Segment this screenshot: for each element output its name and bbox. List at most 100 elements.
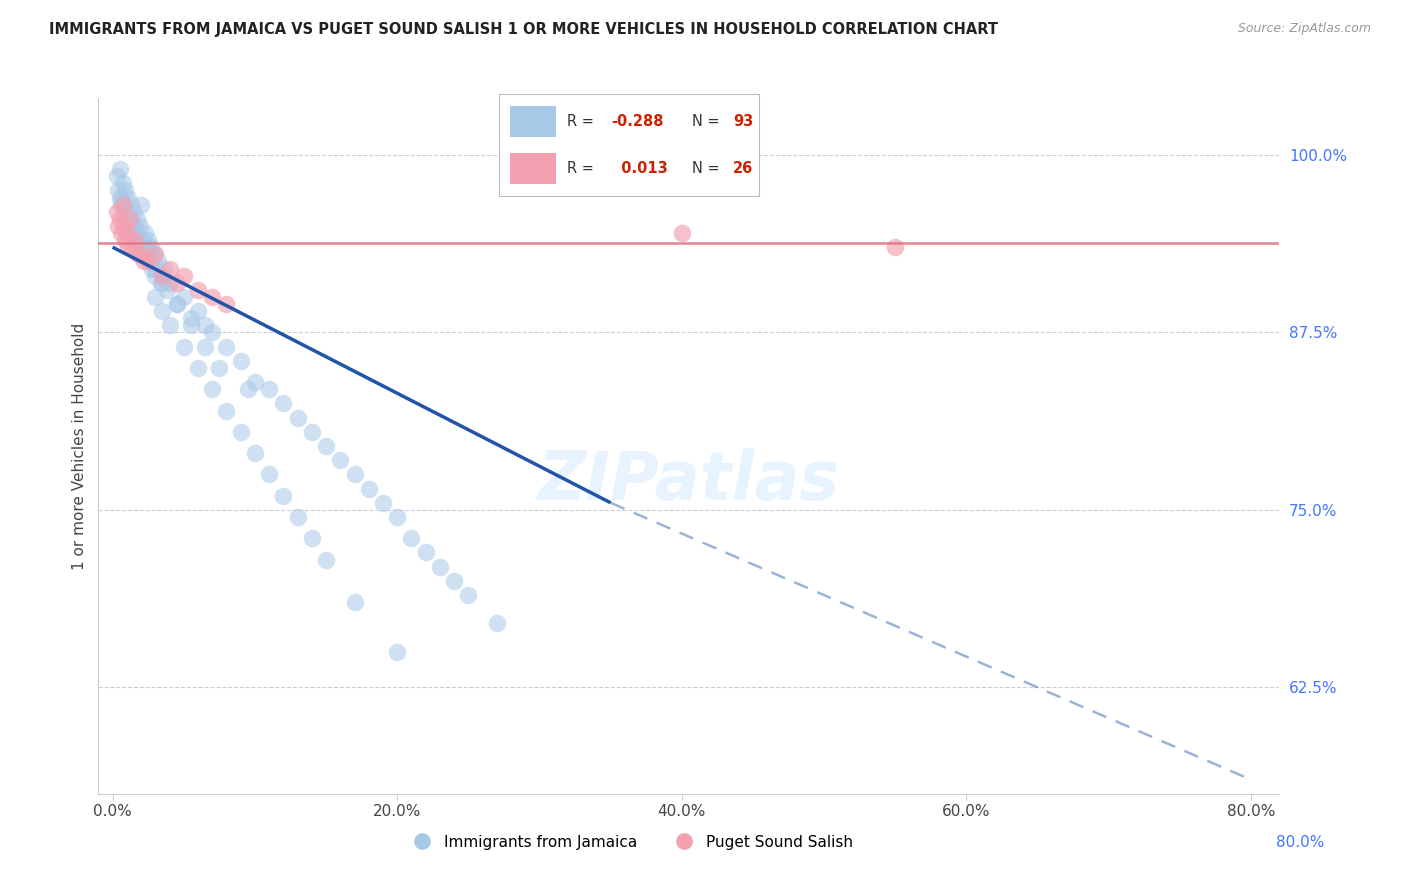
- Point: [110, 197, 132, 211]
- Text: 0.013: 0.013: [612, 161, 668, 176]
- Point: [152, 276, 174, 290]
- Text: -0.288: -0.288: [612, 114, 664, 128]
- Point: [153, 261, 176, 276]
- Point: [429, 559, 451, 574]
- Point: [173, 290, 195, 304]
- Point: [120, 197, 142, 211]
- Text: 93: 93: [734, 114, 754, 128]
- Point: [166, 297, 188, 311]
- Point: [111, 197, 134, 211]
- Point: [194, 340, 217, 354]
- Point: [443, 574, 465, 588]
- Point: [139, 240, 162, 254]
- Point: [180, 318, 202, 333]
- Bar: [509, 106, 557, 136]
- Point: [343, 467, 366, 482]
- Point: [257, 467, 280, 482]
- Text: IMMIGRANTS FROM JAMAICA VS PUGET SOUND SALISH 1 OR MORE VEHICLES IN HOUSEHOLD CO: IMMIGRANTS FROM JAMAICA VS PUGET SOUND S…: [49, 22, 998, 37]
- Point: [166, 297, 188, 311]
- Point: [457, 588, 479, 602]
- Y-axis label: 1 or more Vehicles in Household: 1 or more Vehicles in Household: [72, 322, 87, 570]
- Point: [201, 326, 224, 340]
- Point: [301, 425, 323, 439]
- Text: Source: ZipAtlas.com: Source: ZipAtlas.com: [1237, 22, 1371, 36]
- Point: [357, 482, 380, 496]
- Point: [136, 240, 159, 254]
- Point: [287, 410, 309, 425]
- Text: N =: N =: [692, 161, 724, 176]
- Point: [115, 204, 138, 219]
- Point: [150, 276, 173, 290]
- Point: [143, 261, 166, 276]
- Point: [122, 219, 145, 233]
- Point: [136, 233, 159, 247]
- Point: [132, 240, 155, 254]
- Point: [143, 290, 166, 304]
- Point: [110, 226, 132, 240]
- Point: [371, 496, 394, 510]
- Point: [159, 261, 181, 276]
- Point: [141, 261, 163, 276]
- Point: [127, 233, 149, 247]
- Point: [115, 226, 138, 240]
- Point: [229, 425, 252, 439]
- Point: [138, 254, 160, 268]
- Point: [117, 240, 139, 254]
- Text: 26: 26: [734, 161, 754, 176]
- Point: [125, 211, 148, 226]
- Point: [112, 204, 135, 219]
- Point: [132, 247, 155, 261]
- Point: [142, 247, 165, 261]
- Point: [152, 268, 174, 283]
- Point: [117, 190, 139, 204]
- Point: [166, 276, 188, 290]
- Point: [134, 226, 156, 240]
- Point: [215, 297, 238, 311]
- Point: [127, 226, 149, 240]
- Point: [485, 616, 508, 631]
- Point: [173, 268, 195, 283]
- Point: [114, 183, 136, 197]
- Point: [115, 226, 138, 240]
- Point: [105, 169, 128, 184]
- Point: [315, 439, 337, 453]
- Legend: Immigrants from Jamaica, Puget Sound Salish: Immigrants from Jamaica, Puget Sound Sal…: [401, 829, 859, 855]
- Point: [112, 197, 135, 211]
- Point: [143, 268, 166, 283]
- Point: [236, 382, 259, 396]
- Point: [108, 211, 131, 226]
- Point: [105, 204, 128, 219]
- Point: [114, 233, 136, 247]
- Point: [159, 318, 181, 333]
- Point: [273, 396, 295, 410]
- Point: [301, 531, 323, 545]
- Point: [118, 233, 141, 247]
- Point: [229, 353, 252, 368]
- Point: [124, 226, 146, 240]
- Point: [107, 183, 129, 197]
- Point: [121, 240, 143, 254]
- Point: [118, 211, 141, 226]
- Point: [112, 219, 135, 233]
- Point: [215, 403, 238, 417]
- Point: [141, 254, 163, 268]
- Point: [156, 283, 179, 297]
- Text: ZIPatlas: ZIPatlas: [538, 448, 839, 514]
- Point: [187, 304, 209, 318]
- Point: [118, 211, 141, 226]
- Point: [143, 247, 166, 261]
- Point: [343, 595, 366, 609]
- Point: [387, 510, 409, 524]
- Point: [131, 233, 153, 247]
- Point: [124, 233, 146, 247]
- Point: [108, 162, 131, 177]
- Point: [129, 247, 152, 261]
- FancyBboxPatch shape: [499, 94, 759, 196]
- Point: [194, 318, 217, 333]
- Point: [315, 552, 337, 566]
- Point: [111, 177, 134, 191]
- Bar: [509, 153, 557, 184]
- Point: [148, 254, 170, 268]
- Point: [136, 254, 159, 268]
- Point: [108, 190, 131, 204]
